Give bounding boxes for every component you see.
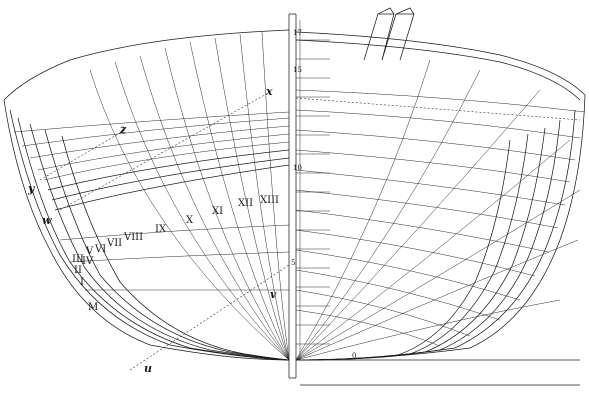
letter-v: v (270, 288, 277, 301)
scale-label-5: 5 (291, 259, 295, 267)
scale-label-10: 10 (293, 164, 302, 172)
construction-letters: x z y w v u (27, 85, 277, 375)
stem-posts (363, 7, 415, 61)
baseline (296, 359, 580, 386)
station-label-m: M (88, 302, 98, 313)
letter-x: x (265, 85, 273, 98)
station-label-xi: XI (212, 206, 223, 217)
station-label-vi: VI (94, 244, 106, 255)
scale-labels: 0 5 10 15 17 (291, 29, 356, 360)
station-label-iv: IV (82, 256, 94, 267)
station-label-xii: XII (238, 198, 253, 209)
scale-ticks (296, 39, 330, 345)
letter-u: u (144, 362, 152, 375)
station-label-vii: VII (106, 238, 122, 249)
letter-y: y (27, 182, 36, 195)
centerline-post (288, 13, 301, 379)
station-label-v: V (85, 246, 94, 257)
station-label-iii: III (72, 254, 84, 265)
scale-label-15: 15 (293, 66, 302, 74)
letter-w: w (42, 214, 52, 227)
scale-label-0: 0 (352, 352, 356, 360)
station-labels: M I II III IV V VI VII VIII IX X XI XII … (72, 195, 279, 313)
station-label-i: I (80, 277, 84, 288)
station-label-ix: IX (155, 224, 167, 235)
letter-z: z (119, 123, 127, 136)
station-label-x: X (186, 215, 194, 226)
station-label-ii: II (74, 265, 82, 276)
station-label-xiii: XIII (260, 195, 279, 206)
station-label-viii: VIII (123, 232, 143, 243)
fore-body-lines (295, 31, 586, 361)
aft-body-lines (3, 29, 290, 371)
scale-label-17: 17 (293, 29, 302, 37)
